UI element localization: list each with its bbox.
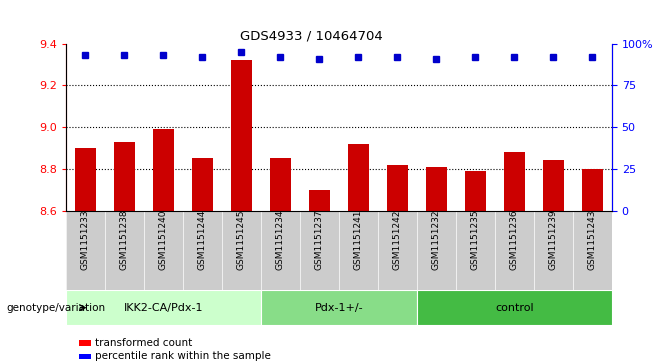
Bar bbox=[74, 148, 96, 211]
Title: GDS4933 / 10464704: GDS4933 / 10464704 bbox=[240, 29, 383, 42]
Bar bbox=[230, 60, 252, 211]
Bar bbox=[191, 158, 213, 211]
Bar bbox=[503, 152, 525, 211]
Bar bbox=[261, 290, 417, 325]
Bar bbox=[387, 164, 408, 211]
Bar bbox=[582, 169, 603, 211]
Text: Pdx-1+/-: Pdx-1+/- bbox=[315, 303, 363, 313]
Text: percentile rank within the sample: percentile rank within the sample bbox=[95, 351, 271, 362]
Bar bbox=[66, 290, 261, 325]
Bar bbox=[543, 160, 564, 211]
Bar bbox=[309, 189, 330, 211]
Text: genotype/variation: genotype/variation bbox=[7, 303, 106, 313]
Text: control: control bbox=[495, 303, 534, 313]
Bar bbox=[426, 167, 447, 211]
Bar bbox=[270, 158, 291, 211]
Bar bbox=[347, 144, 369, 211]
Text: transformed count: transformed count bbox=[95, 338, 193, 348]
Bar bbox=[153, 129, 174, 211]
Bar bbox=[417, 290, 612, 325]
Bar bbox=[465, 171, 486, 211]
Bar bbox=[114, 142, 135, 211]
Text: IKK2-CA/Pdx-1: IKK2-CA/Pdx-1 bbox=[124, 303, 203, 313]
